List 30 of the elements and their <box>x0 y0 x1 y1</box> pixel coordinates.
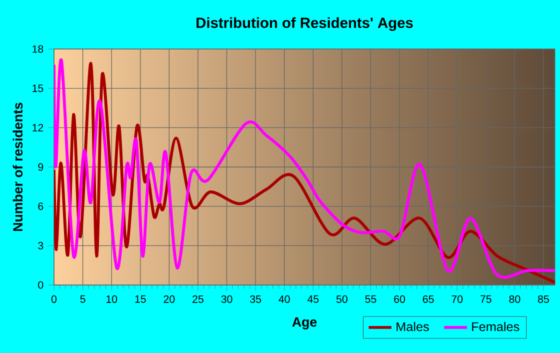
x-tick-label: 55 <box>365 295 376 303</box>
x-axis-title: Age <box>292 317 317 330</box>
x-tick-label: 80 <box>509 295 520 303</box>
x-tick-label: 20 <box>164 295 175 303</box>
y-tick-label: 9 <box>38 163 44 171</box>
y-tick-label: 3 <box>38 242 44 250</box>
chart-title: Distribution of Residents' Ages <box>196 17 413 31</box>
x-tick-label: 50 <box>336 295 348 303</box>
x-tick-label: 30 <box>221 295 232 303</box>
y-tick-label: 0 <box>38 281 44 289</box>
y-tick-label: 18 <box>32 45 44 53</box>
x-tick-label: 35 <box>250 295 262 303</box>
y-axis-title: Number of residents <box>12 102 23 231</box>
x-tick-label: 45 <box>307 295 319 303</box>
x-tick-label: 25 <box>192 295 204 303</box>
legend-label: Males <box>396 322 429 332</box>
x-tick-label: 60 <box>394 295 406 303</box>
x-tick-label: 10 <box>106 295 118 303</box>
y-tick-label: 6 <box>38 202 44 210</box>
legend-label: Females <box>472 322 520 332</box>
y-tick-label: 12 <box>32 124 44 132</box>
x-tick-label: 15 <box>135 295 146 303</box>
x-tick-label: 65 <box>422 295 434 303</box>
x-tick-label: 40 <box>278 295 290 303</box>
x-tick-label: 70 <box>452 295 463 303</box>
y-tick-label: 15 <box>32 84 44 92</box>
x-tick-label: 5 <box>80 295 86 303</box>
x-tick-label: 85 <box>538 295 549 303</box>
x-tick-label: 75 <box>480 295 492 303</box>
x-tick-label: 0 <box>51 295 57 303</box>
